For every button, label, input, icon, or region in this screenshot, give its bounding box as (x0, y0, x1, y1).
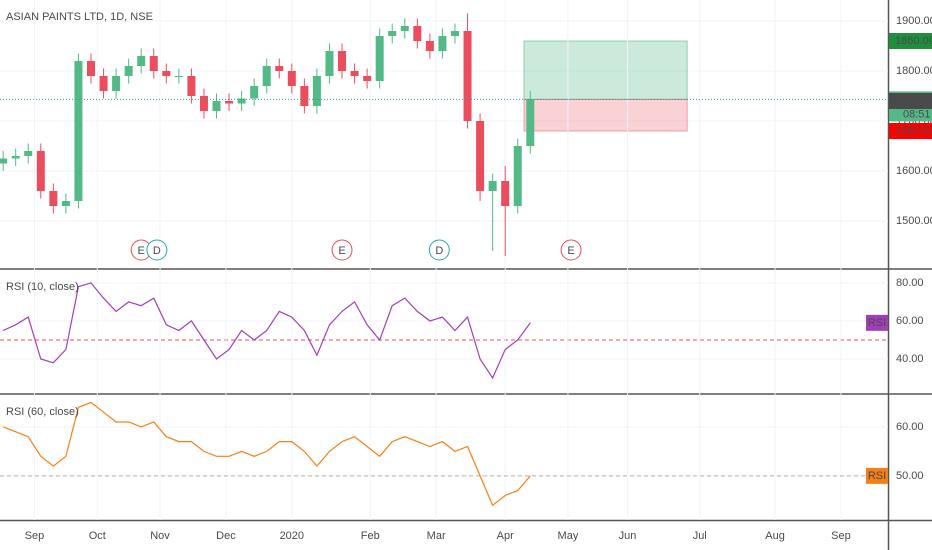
candle-body (74, 61, 83, 201)
indicator-line (2, 282, 531, 380)
candle-body (149, 56, 158, 71)
event-label: E (138, 245, 145, 257)
candle-body (476, 121, 485, 191)
candle-body (388, 31, 397, 36)
y-tick-label: 1500.00 (896, 215, 932, 227)
candle-body (250, 86, 259, 99)
candle-body (61, 201, 70, 206)
stop-zone (523, 98, 688, 132)
x-tick-label: Nov (150, 530, 170, 542)
y-tick-label: 60.00 (896, 421, 924, 433)
candle-body (325, 51, 334, 76)
indicator-badge (866, 314, 888, 331)
price-badge-label: 1860.00 (895, 35, 932, 47)
x-tick-label: Aug (765, 530, 785, 542)
candle-body (526, 99, 535, 146)
event-label: E (338, 245, 345, 257)
candle-body (199, 96, 208, 111)
candle-body (501, 181, 510, 206)
x-tick-label: Feb (361, 530, 380, 542)
event-marker (560, 239, 582, 261)
candle-body (300, 86, 309, 106)
candle-body (11, 156, 20, 159)
x-tick-label: Sep (25, 530, 45, 542)
candle-body (99, 76, 108, 91)
x-tick-label: Mar (427, 530, 446, 542)
x-tick-label: Jul (693, 530, 707, 542)
candle-body (363, 76, 372, 81)
x-tick-label: 2020 (280, 530, 304, 542)
price-badge (889, 123, 932, 139)
y-tick-label: 60.00 (896, 315, 924, 327)
candle-body (350, 71, 359, 76)
candle-body (137, 56, 146, 66)
x-tick-label: Apr (497, 530, 514, 542)
x-tick-label: Sep (831, 530, 851, 542)
y-tick-label: 1800.00 (896, 65, 932, 77)
candle-body (438, 36, 447, 51)
price-badge-label: 1680.00 (895, 125, 932, 137)
y-tick-label: 80.00 (896, 277, 924, 289)
candle-body (262, 66, 271, 86)
indicator-badge-label: RSI (868, 317, 886, 329)
price-badge-label: 1740.00 (895, 95, 932, 107)
candle-body (275, 66, 284, 71)
price-badge (889, 33, 932, 49)
candle-body (174, 76, 183, 77)
event-marker (146, 239, 168, 261)
candle-body (162, 71, 171, 76)
x-tick-label: Dec (216, 530, 236, 542)
x-tick-label: May (558, 530, 579, 542)
candle-body (36, 151, 45, 191)
candle-body (400, 26, 409, 31)
indicator-title: RSI (60, close) (6, 406, 79, 418)
candle-body (187, 76, 196, 96)
indicator-line (2, 401, 531, 507)
candle-body (375, 36, 384, 81)
indicator-title: RSI (10, close) (6, 281, 79, 293)
candle-body (112, 76, 121, 91)
event-label: D (153, 245, 161, 257)
event-label: D (435, 245, 443, 257)
candle-body (413, 26, 422, 41)
candle-body (212, 101, 221, 111)
candle-body (338, 51, 347, 71)
candle-body (237, 98, 246, 104)
event-marker (331, 239, 353, 261)
y-tick-label: 1600.00 (896, 165, 932, 177)
x-tick-label: Jun (619, 530, 637, 542)
event-label: E (567, 245, 574, 257)
candle-body (513, 146, 522, 206)
target-zone (523, 40, 688, 100)
y-tick-label: 50.00 (896, 470, 924, 482)
price-badge (889, 93, 932, 109)
candle-body (488, 181, 497, 191)
event-marker (428, 239, 450, 261)
candle-body (0, 158, 8, 164)
candle-body (463, 31, 472, 121)
candle-body (24, 151, 33, 156)
candle-body (287, 71, 296, 86)
candle-body (86, 61, 95, 76)
grid-layer (0, 0, 888, 520)
candle-body (49, 191, 58, 206)
x-tick-label: Oct (89, 530, 106, 542)
y-tick-label: 1900.00 (896, 15, 932, 27)
countdown-label: 08:51 (903, 108, 931, 120)
candle-body (425, 41, 434, 51)
candle-body (225, 101, 234, 104)
countdown-badge (889, 107, 932, 122)
y-tick-label: 40.00 (896, 353, 924, 365)
label-layer: 1500.001600.001700.001800.001900.00ASIAN… (6, 11, 932, 542)
indicator-badge-label: RSI (868, 470, 886, 482)
chart-title: ASIAN PAINTS LTD, 1D, NSE (6, 11, 153, 23)
candle-body (450, 31, 459, 36)
candle-body (312, 76, 321, 106)
indicator-badge (866, 467, 888, 484)
candle-body (124, 66, 133, 76)
